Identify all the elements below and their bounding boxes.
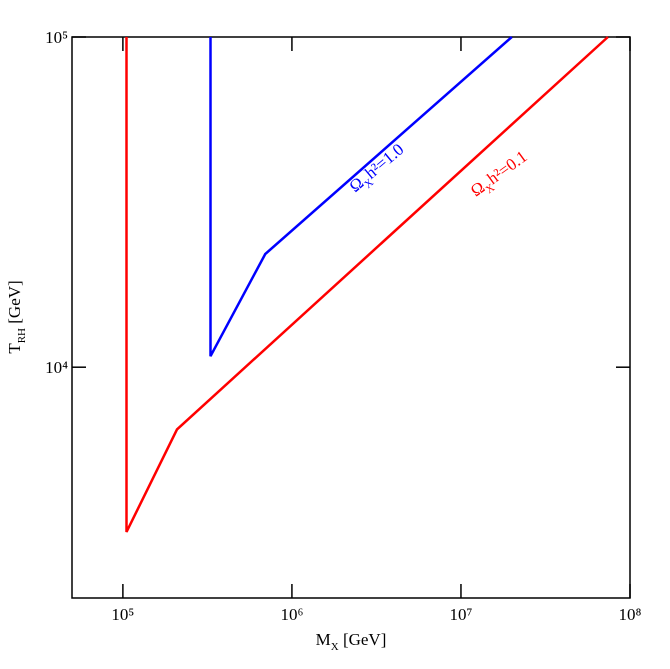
x-tick-label: 10⁷ [449, 605, 472, 624]
line [125, 36, 609, 533]
plot-frame [71, 36, 631, 599]
line [209, 36, 513, 357]
x-tick-label: 10⁵ [111, 605, 134, 624]
x-axis-label: MX [GeV] [316, 630, 387, 653]
annotation: ΩXh²=1.0 [345, 140, 410, 199]
y-tick-label: 10⁴ [45, 358, 68, 377]
y-tick-label: 10⁵ [45, 28, 68, 47]
x-tick-label: 10⁶ [280, 605, 303, 624]
x-tick-label: 10⁸ [619, 605, 642, 624]
y-axis-label: TRH [GeV] [5, 280, 28, 353]
